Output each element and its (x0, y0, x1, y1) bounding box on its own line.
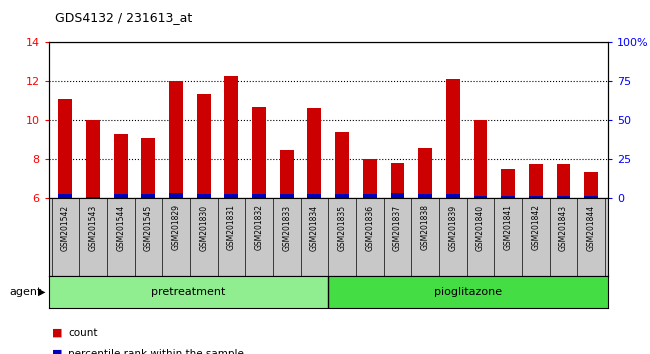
Bar (142, 138, 155, 198)
Bar (529, 164, 543, 198)
Bar (446, 80, 460, 198)
Text: GDS4132 / 231613_at: GDS4132 / 231613_at (55, 11, 192, 24)
Bar (58, 194, 72, 198)
Bar (49, 276, 328, 308)
Text: ■: ■ (52, 349, 62, 354)
Text: GSM201542: GSM201542 (61, 205, 70, 251)
Text: GSM201544: GSM201544 (116, 205, 125, 251)
Text: GSM201837: GSM201837 (393, 205, 402, 251)
Text: GSM201839: GSM201839 (448, 205, 458, 251)
Text: GSM201838: GSM201838 (421, 205, 430, 251)
Bar (280, 149, 294, 198)
Bar (391, 163, 404, 198)
Bar (169, 81, 183, 198)
Bar (418, 148, 432, 198)
Bar (501, 169, 515, 198)
Bar (529, 196, 543, 198)
Text: ▶: ▶ (38, 287, 46, 297)
Text: pretreatment: pretreatment (151, 287, 226, 297)
Bar (86, 120, 100, 198)
Text: GSM201844: GSM201844 (587, 205, 595, 251)
Text: percentile rank within the sample: percentile rank within the sample (68, 349, 244, 354)
Bar (197, 194, 211, 198)
Bar (307, 108, 321, 198)
Bar (114, 134, 127, 198)
Bar (224, 194, 239, 198)
Text: GSM201830: GSM201830 (199, 205, 208, 251)
Bar (252, 194, 266, 198)
Text: ■: ■ (52, 328, 62, 338)
Text: GSM201834: GSM201834 (310, 205, 319, 251)
Bar (501, 196, 515, 198)
Text: GSM201831: GSM201831 (227, 205, 236, 251)
Text: pioglitazone: pioglitazone (434, 287, 502, 297)
Text: GSM201841: GSM201841 (504, 205, 513, 251)
Text: GSM201545: GSM201545 (144, 205, 153, 251)
Bar (474, 120, 488, 198)
Bar (328, 276, 608, 308)
Text: GSM201843: GSM201843 (559, 205, 568, 251)
Bar (391, 193, 404, 198)
Bar (169, 193, 183, 198)
Text: GSM201840: GSM201840 (476, 205, 485, 251)
Bar (86, 197, 100, 198)
Bar (252, 107, 266, 198)
Bar (280, 194, 294, 198)
Text: GSM201543: GSM201543 (88, 205, 98, 251)
Bar (197, 94, 211, 198)
Bar (363, 194, 377, 198)
Text: GSM201829: GSM201829 (172, 205, 181, 251)
Text: GSM201836: GSM201836 (365, 205, 374, 251)
Bar (556, 196, 571, 198)
Bar (142, 194, 155, 198)
Bar (584, 196, 598, 198)
Bar (335, 194, 349, 198)
Bar (335, 132, 349, 198)
Bar (224, 76, 239, 198)
Bar (114, 194, 127, 198)
Bar (418, 194, 432, 198)
Bar (556, 164, 571, 198)
Bar (584, 172, 598, 198)
Bar (474, 196, 488, 198)
Text: GSM201833: GSM201833 (282, 205, 291, 251)
Bar (446, 194, 460, 198)
Text: agent: agent (10, 287, 42, 297)
Bar (58, 99, 72, 198)
Text: GSM201835: GSM201835 (337, 205, 346, 251)
Text: count: count (68, 328, 98, 338)
Text: GSM201842: GSM201842 (531, 205, 540, 251)
Bar (307, 194, 321, 198)
Bar (363, 159, 377, 198)
Text: GSM201832: GSM201832 (255, 205, 263, 251)
